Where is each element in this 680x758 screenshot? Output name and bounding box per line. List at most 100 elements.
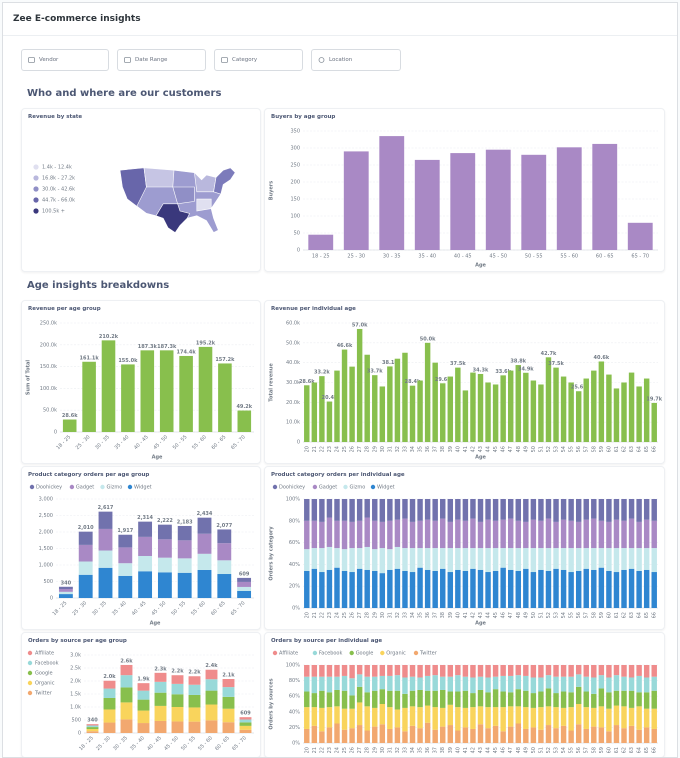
- bar-segment: [583, 548, 589, 569]
- bar: [62, 419, 77, 432]
- x-tick-label: 63: [629, 446, 635, 452]
- x-tick-label: 45: [493, 446, 499, 452]
- bar-segment: [470, 728, 476, 743]
- y-tick-label: 2,500: [39, 513, 53, 519]
- data-label: 33.7k: [367, 369, 383, 375]
- bar-segment: [311, 499, 318, 521]
- bar-segment: [545, 548, 552, 571]
- legend-label: Gizmo: [107, 485, 123, 491]
- x-tick-label: 28: [365, 446, 371, 452]
- bar-segment: [356, 686, 363, 703]
- bar-segment: [387, 728, 393, 743]
- bar-segment: [341, 549, 348, 571]
- bar-segment: [379, 499, 386, 522]
- y-tick-label: 40%: [289, 562, 300, 568]
- bar: [343, 151, 369, 250]
- bar-segment: [239, 729, 252, 733]
- bar-segment: [326, 707, 333, 728]
- y-tick-label: 20%: [289, 584, 300, 590]
- bar-segment: [349, 521, 355, 549]
- bar-segment: [500, 665, 506, 676]
- x-tick-label: 40 - 45: [454, 254, 472, 260]
- bar-segment: [120, 719, 133, 733]
- card-title: Product category orders per individual a…: [271, 472, 405, 478]
- y-tick-label: 1,000: [39, 563, 53, 569]
- bar-segment: [530, 519, 537, 549]
- x-tick-label: 50 - 55: [172, 434, 189, 451]
- bar: [379, 136, 405, 250]
- x-axis-label: Age: [475, 263, 486, 269]
- bar-segment: [372, 726, 378, 743]
- bar-segment: [462, 570, 469, 608]
- legend-swatch: [27, 670, 33, 676]
- bar-segment: [507, 706, 514, 727]
- bar-segment: [372, 549, 378, 571]
- bar-segment: [591, 548, 597, 570]
- x-tick-label: 31: [387, 612, 393, 618]
- bar-segment: [120, 702, 133, 720]
- legend-swatch: [29, 484, 35, 490]
- bar-segment: [591, 707, 597, 727]
- bar-segment: [157, 557, 172, 573]
- x-tick-label: 47: [508, 446, 514, 452]
- y-tick-label: 40%: [289, 709, 300, 715]
- y-tick-label: 60.0k: [286, 321, 300, 327]
- bar-segment: [86, 724, 99, 726]
- bar-segment: [304, 676, 310, 692]
- bar-segment: [515, 689, 521, 707]
- data-label: 57.0k: [352, 322, 368, 328]
- bar-segment: [485, 665, 491, 678]
- bar-segment: [154, 692, 167, 706]
- x-tick-label: 51: [538, 747, 544, 753]
- x-tick-label: 45 - 50: [151, 600, 168, 617]
- filter[interactable]: Location: [311, 49, 401, 71]
- x-tick-label: 61: [614, 446, 620, 452]
- bar-segment: [575, 499, 582, 522]
- bar-segment: [553, 693, 559, 708]
- bar-segment: [643, 727, 650, 743]
- bar-segment: [515, 520, 521, 549]
- data-label: 37.5k: [450, 361, 466, 367]
- bar-segment: [530, 707, 537, 728]
- filter[interactable]: Vendor: [21, 49, 109, 71]
- bar-segment: [349, 499, 355, 522]
- bar-segment: [349, 665, 355, 679]
- bar-segment: [334, 676, 340, 690]
- bar-segment: [334, 520, 340, 549]
- bar-segment: [205, 704, 218, 721]
- bar-segment: [651, 548, 657, 573]
- bar-segment: [628, 665, 635, 678]
- bar-segment: [356, 702, 363, 726]
- total-label: 340: [87, 718, 98, 724]
- x-tick-label: 55 - 60: [191, 434, 208, 451]
- x-tick-label: 49: [523, 747, 529, 753]
- legend-swatch: [69, 484, 75, 490]
- bar-segment: [402, 499, 408, 519]
- x-tick-label: 25 - 30: [95, 735, 112, 752]
- bar-segment: [560, 707, 567, 726]
- bar-segment: [417, 689, 423, 708]
- x-tick-label: 24: [334, 612, 340, 618]
- bar-segment: [500, 499, 506, 520]
- filter[interactable]: Category: [214, 49, 303, 71]
- x-tick-label: 35 - 40: [111, 600, 128, 617]
- data-label: 28.4k: [405, 379, 421, 385]
- bar-segment: [217, 574, 232, 598]
- bar-segment: [553, 728, 559, 743]
- bar-segment: [387, 665, 393, 676]
- x-tick-label: 30: [380, 747, 386, 753]
- filter[interactable]: Date Range: [117, 49, 206, 71]
- bar-segment: [188, 707, 201, 722]
- x-tick-label: 61: [614, 612, 620, 618]
- y-tick-label: 500: [71, 718, 81, 724]
- bar: [591, 370, 597, 442]
- bar-segment: [379, 548, 386, 574]
- x-tick-label: 44: [486, 747, 492, 753]
- x-tick-label: 54: [561, 446, 567, 452]
- data-label: 49.2k: [236, 404, 252, 410]
- x-tick-label: 59: [599, 446, 605, 452]
- bar-segment: [372, 665, 378, 677]
- y-tick-label: 50.0k: [43, 408, 57, 414]
- bar-segment: [154, 705, 167, 721]
- bar-segment: [237, 581, 252, 587]
